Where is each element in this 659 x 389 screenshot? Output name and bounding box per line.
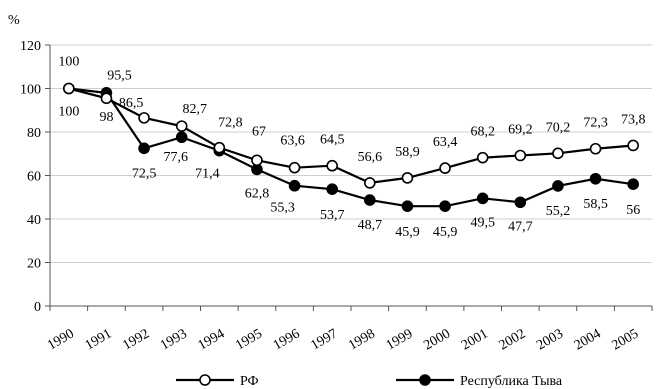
- data-label: 77,6: [163, 150, 188, 165]
- legend-item: РФ: [176, 374, 259, 389]
- point-filled: [514, 196, 527, 209]
- data-label: 73,8: [621, 112, 646, 127]
- data-label: 45,9: [395, 225, 420, 240]
- point-filled: [138, 142, 150, 155]
- data-label: 55,2: [546, 204, 571, 219]
- data-label: 63,4: [433, 135, 458, 150]
- point-filled: [401, 200, 414, 212]
- data-label: 64,5: [320, 133, 345, 148]
- point-open: [251, 154, 263, 167]
- x-tick-label: 2003: [534, 326, 566, 353]
- legend-marker: [419, 374, 431, 386]
- legend: РФ Республика Тыва: [176, 374, 563, 389]
- data-label: 55,3: [270, 201, 295, 216]
- point-filled: [175, 131, 188, 144]
- point-open: [514, 149, 527, 162]
- point-open: [439, 162, 451, 174]
- point-open: [364, 177, 376, 189]
- point-filled: [589, 172, 602, 185]
- x-tick-label: 1990: [45, 326, 77, 353]
- legend-marker: [199, 374, 211, 386]
- point-open: [175, 120, 188, 132]
- point-filled: [627, 178, 639, 190]
- y-tick-label: 0: [34, 300, 41, 315]
- data-label: 49,5: [470, 215, 495, 230]
- point-open: [63, 82, 75, 95]
- point-open: [100, 92, 113, 105]
- data-label: 47,7: [508, 219, 533, 234]
- data-label: 98: [99, 110, 113, 125]
- data-label: 72,8: [218, 116, 243, 131]
- point-open: [138, 112, 150, 124]
- point-open: [213, 141, 226, 154]
- x-tick-label: 1998: [346, 326, 378, 353]
- point-filled: [439, 200, 451, 212]
- point-filled: [288, 179, 301, 192]
- point-open: [326, 159, 338, 172]
- x-tick-label: 1994: [196, 326, 228, 353]
- x-tick-label: 1995: [233, 326, 265, 353]
- data-label: 58,9: [395, 145, 420, 160]
- point-filled: [364, 194, 376, 206]
- point-open: [401, 172, 414, 184]
- data-label: 56: [626, 203, 640, 218]
- data-labels: 100 95,5 86,5 82,7 72,8 67 63,6 64,5 56,6 58,9 63,…: [58, 55, 645, 241]
- data-label: 68,2: [470, 125, 495, 140]
- series-line-1: [68, 87, 634, 208]
- x-tick-label: 1996: [271, 326, 303, 353]
- x-tick-label: 1999: [384, 326, 416, 353]
- point-open: [589, 142, 602, 155]
- x-tick-label: 1997: [308, 326, 340, 353]
- x-tick-label: 2004: [572, 326, 604, 353]
- y-tick-label: 20: [27, 257, 41, 272]
- x-tick-label: 1991: [83, 326, 115, 353]
- data-label: 58,5: [583, 197, 608, 212]
- data-label: 100: [58, 105, 79, 120]
- data-label: 62,8: [245, 186, 270, 201]
- y-tick-label: 60: [27, 170, 41, 185]
- series-line-0: [68, 87, 634, 185]
- x-tick-label: 1993: [158, 326, 190, 353]
- data-label: 100: [58, 55, 79, 70]
- data-label: 72,5: [132, 166, 157, 181]
- data-label: 63,6: [280, 134, 305, 149]
- data-label: 95,5: [107, 68, 132, 83]
- data-label: 56,6: [358, 150, 383, 165]
- point-open: [476, 151, 489, 164]
- data-label: 45,9: [433, 225, 458, 240]
- series-layer: [63, 82, 639, 212]
- point-filled: [476, 192, 489, 205]
- y-tick-label: 100: [20, 83, 41, 98]
- x-tick-label: 2001: [459, 326, 491, 353]
- legend-item: Республика Тыва: [396, 374, 563, 389]
- x-tick-label: 2005: [609, 326, 641, 353]
- point-filled: [552, 180, 564, 192]
- point-open: [552, 147, 564, 160]
- legend-label: Республика Тыва: [460, 374, 563, 389]
- x-tick-label: 2002: [497, 326, 529, 353]
- y-axis-label: %: [8, 13, 20, 28]
- x-tick-label: 1992: [120, 326, 152, 353]
- y-tick-label: 80: [27, 126, 41, 141]
- y-tick-label: 120: [20, 39, 41, 54]
- data-label: 72,3: [583, 116, 608, 131]
- data-label: 67: [252, 124, 266, 139]
- data-label: 48,7: [358, 218, 383, 233]
- x-tick-label: 2000: [421, 326, 453, 353]
- data-label: 53,7: [320, 208, 345, 223]
- data-label: 71,4: [195, 167, 220, 182]
- legend-label: РФ: [240, 374, 259, 389]
- data-label: 69,2: [508, 122, 533, 137]
- point-open: [288, 161, 301, 174]
- data-label: 86,5: [119, 96, 144, 111]
- point-filled: [326, 183, 338, 196]
- y-tick-label: 40: [27, 213, 41, 228]
- data-label: 82,7: [182, 102, 207, 117]
- point-open: [627, 139, 639, 152]
- data-label: 70,2: [546, 120, 571, 135]
